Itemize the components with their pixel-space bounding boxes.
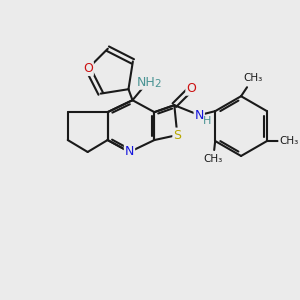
Text: S: S xyxy=(173,129,181,142)
Text: 2: 2 xyxy=(154,79,161,89)
Text: N: N xyxy=(194,109,204,122)
Text: O: O xyxy=(83,62,93,75)
Text: NH: NH xyxy=(137,76,156,89)
Text: CH₃: CH₃ xyxy=(279,136,298,146)
Text: O: O xyxy=(186,82,196,95)
Text: H: H xyxy=(203,116,212,126)
Text: N: N xyxy=(125,146,134,158)
Text: CH₃: CH₃ xyxy=(243,73,262,83)
Text: CH₃: CH₃ xyxy=(204,154,223,164)
